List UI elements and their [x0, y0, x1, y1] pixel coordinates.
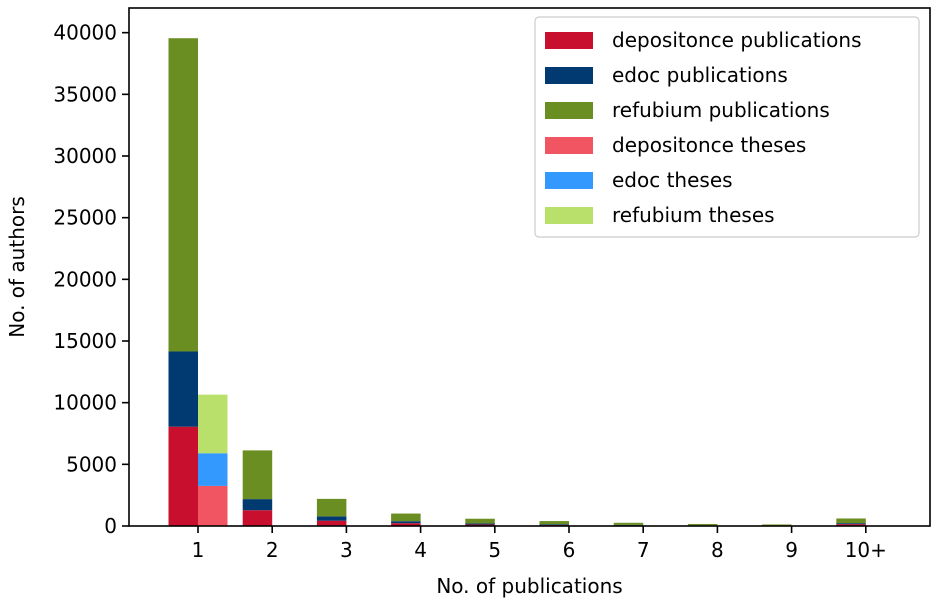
legend-entry-depositonce-publications: depositonce publications	[612, 28, 861, 52]
bar-publications-edoc-publications-6	[539, 524, 569, 526]
bar-publications-edoc-publications-10+	[836, 523, 866, 525]
y-tick-label: 25000	[53, 206, 117, 230]
bar-publications-refubium-publications-2	[242, 450, 273, 500]
legend-swatch-edoc-theses	[545, 172, 593, 189]
bar-theses-refubium-theses-1	[198, 394, 228, 454]
bar-publications-refubium-publications-7	[613, 522, 644, 525]
bar-publications-refubium-publications-4	[391, 513, 421, 522]
legend-swatch-depositonce-theses	[545, 137, 593, 154]
bar-theses-edoc-theses-1	[198, 453, 228, 486]
legend-swatch-edoc-publications	[545, 67, 593, 84]
x-tick-label: 8	[711, 538, 724, 562]
y-tick-label: 40000	[53, 21, 117, 45]
bar-publications-depositonce-publications-1	[168, 426, 198, 526]
x-tick-label: 6	[563, 538, 576, 562]
bar-publications-edoc-publications-4	[391, 521, 421, 524]
bar-publications-edoc-publications-1	[168, 351, 198, 427]
bar-publications-depositonce-publications-3	[316, 520, 347, 526]
legend-entry-edoc-theses: edoc theses	[612, 168, 733, 192]
bar-publications-refubium-publications-10+	[836, 518, 866, 524]
x-tick-label: 9	[785, 538, 798, 562]
legend-box	[534, 16, 920, 238]
legend: depositonce publications edoc publication…	[534, 16, 920, 238]
axes-layer: 0 5000 10000 15000 20000 25000 30000 35000 40000…	[53, 7, 931, 562]
legend-entry-refubium-publications: refubium publications	[612, 98, 830, 122]
bar-theses-depositonce-theses-1	[198, 485, 228, 526]
bar-publications-refubium-publications-3	[316, 498, 347, 517]
bar-publications-refubium-publications-8	[687, 523, 718, 526]
y-tick-label: 10000	[53, 391, 117, 415]
y-tick-label: 5000	[66, 452, 117, 476]
bar-publications-refubium-publications-6	[539, 521, 569, 525]
x-tick-label: 10+	[845, 538, 887, 562]
x-tick-label: 3	[340, 538, 353, 562]
bar-publications-refubium-publications-1	[168, 38, 198, 352]
legend-swatch-refubium-publications	[545, 102, 593, 119]
legend-swatch-depositonce-publications	[545, 32, 593, 49]
y-tick-label: 20000	[53, 267, 117, 291]
bar-publications-refubium-publications-9	[762, 524, 792, 526]
bar-publications-edoc-publications-5	[465, 523, 495, 525]
y-tick-label: 30000	[53, 144, 117, 168]
x-tick-label: 4	[414, 538, 427, 562]
y-tick-label: 35000	[53, 82, 117, 106]
bar-publications-depositonce-publications-10+	[836, 524, 866, 526]
y-axis-label: No. of authors	[5, 196, 29, 338]
bars-layer	[168, 38, 866, 526]
x-tick-label: 2	[266, 538, 279, 562]
legend-entry-edoc-publications: edoc publications	[612, 63, 788, 87]
plot-frame	[128, 7, 931, 527]
bar-publications-edoc-publications-2	[242, 499, 273, 511]
bar-publications-depositonce-publications-4	[391, 523, 421, 526]
x-axis-label: No. of publications	[436, 574, 622, 598]
legend-swatch-refubium-theses	[545, 207, 593, 224]
y-tick-label: 0	[104, 514, 117, 538]
bar-publications-depositonce-publications-2	[242, 510, 273, 526]
legend-entry-refubium-theses: refubium theses	[612, 203, 775, 227]
legend-entry-depositonce-theses: depositonce theses	[612, 133, 806, 157]
y-tick-label: 15000	[53, 329, 117, 353]
bar-publications-edoc-publications-3	[316, 516, 347, 521]
x-tick-label: 5	[488, 538, 501, 562]
bar-publications-refubium-publications-5	[465, 518, 495, 524]
x-tick-label: 7	[637, 538, 650, 562]
x-tick-label: 1	[192, 538, 205, 562]
